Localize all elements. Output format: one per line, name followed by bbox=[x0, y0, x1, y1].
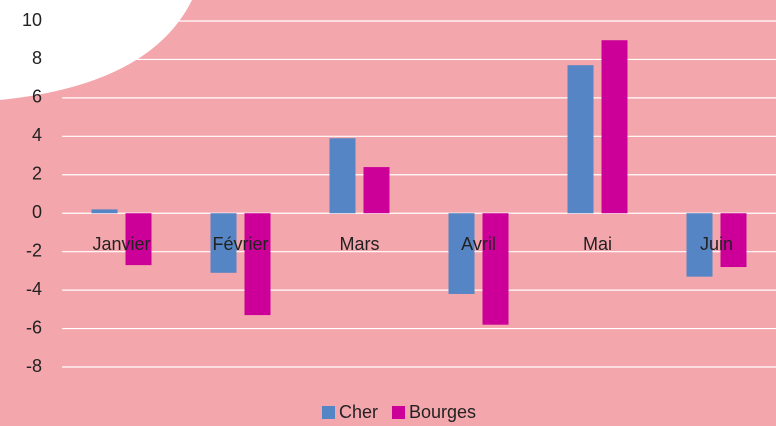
bar bbox=[602, 40, 628, 213]
legend-swatch bbox=[322, 406, 335, 419]
y-tick-label: -4 bbox=[26, 279, 42, 299]
legend-label: Bourges bbox=[409, 402, 476, 422]
x-tick-label: Mai bbox=[583, 234, 612, 254]
bar bbox=[364, 167, 390, 213]
legend-swatch bbox=[392, 406, 405, 419]
y-tick-label: 10 bbox=[22, 10, 42, 30]
y-tick-label: -2 bbox=[26, 240, 42, 260]
y-tick-label: 4 bbox=[32, 125, 42, 145]
bar bbox=[92, 209, 118, 213]
x-tick-label: Février bbox=[212, 234, 268, 254]
x-tick-label: Juin bbox=[700, 234, 733, 254]
x-tick-label: Mars bbox=[340, 234, 380, 254]
y-tick-label: 0 bbox=[32, 202, 42, 222]
bar bbox=[483, 213, 509, 324]
bar bbox=[330, 138, 356, 213]
bar bbox=[568, 65, 594, 213]
chart: -8 -6 -4 -2 0 2 4 6 8 10 Janvier Février Mars Avril Ma… bbox=[0, 0, 776, 426]
y-tick-label: 2 bbox=[32, 164, 42, 184]
legend-label: Cher bbox=[339, 402, 378, 422]
y-tick-label: -8 bbox=[26, 356, 42, 376]
y-tick-label: 8 bbox=[32, 48, 42, 68]
y-tick-label: -6 bbox=[26, 317, 42, 337]
y-tick-label: 6 bbox=[32, 87, 42, 107]
bar bbox=[245, 213, 271, 315]
x-tick-label: Avril bbox=[461, 234, 496, 254]
x-tick-label: Janvier bbox=[92, 234, 150, 254]
